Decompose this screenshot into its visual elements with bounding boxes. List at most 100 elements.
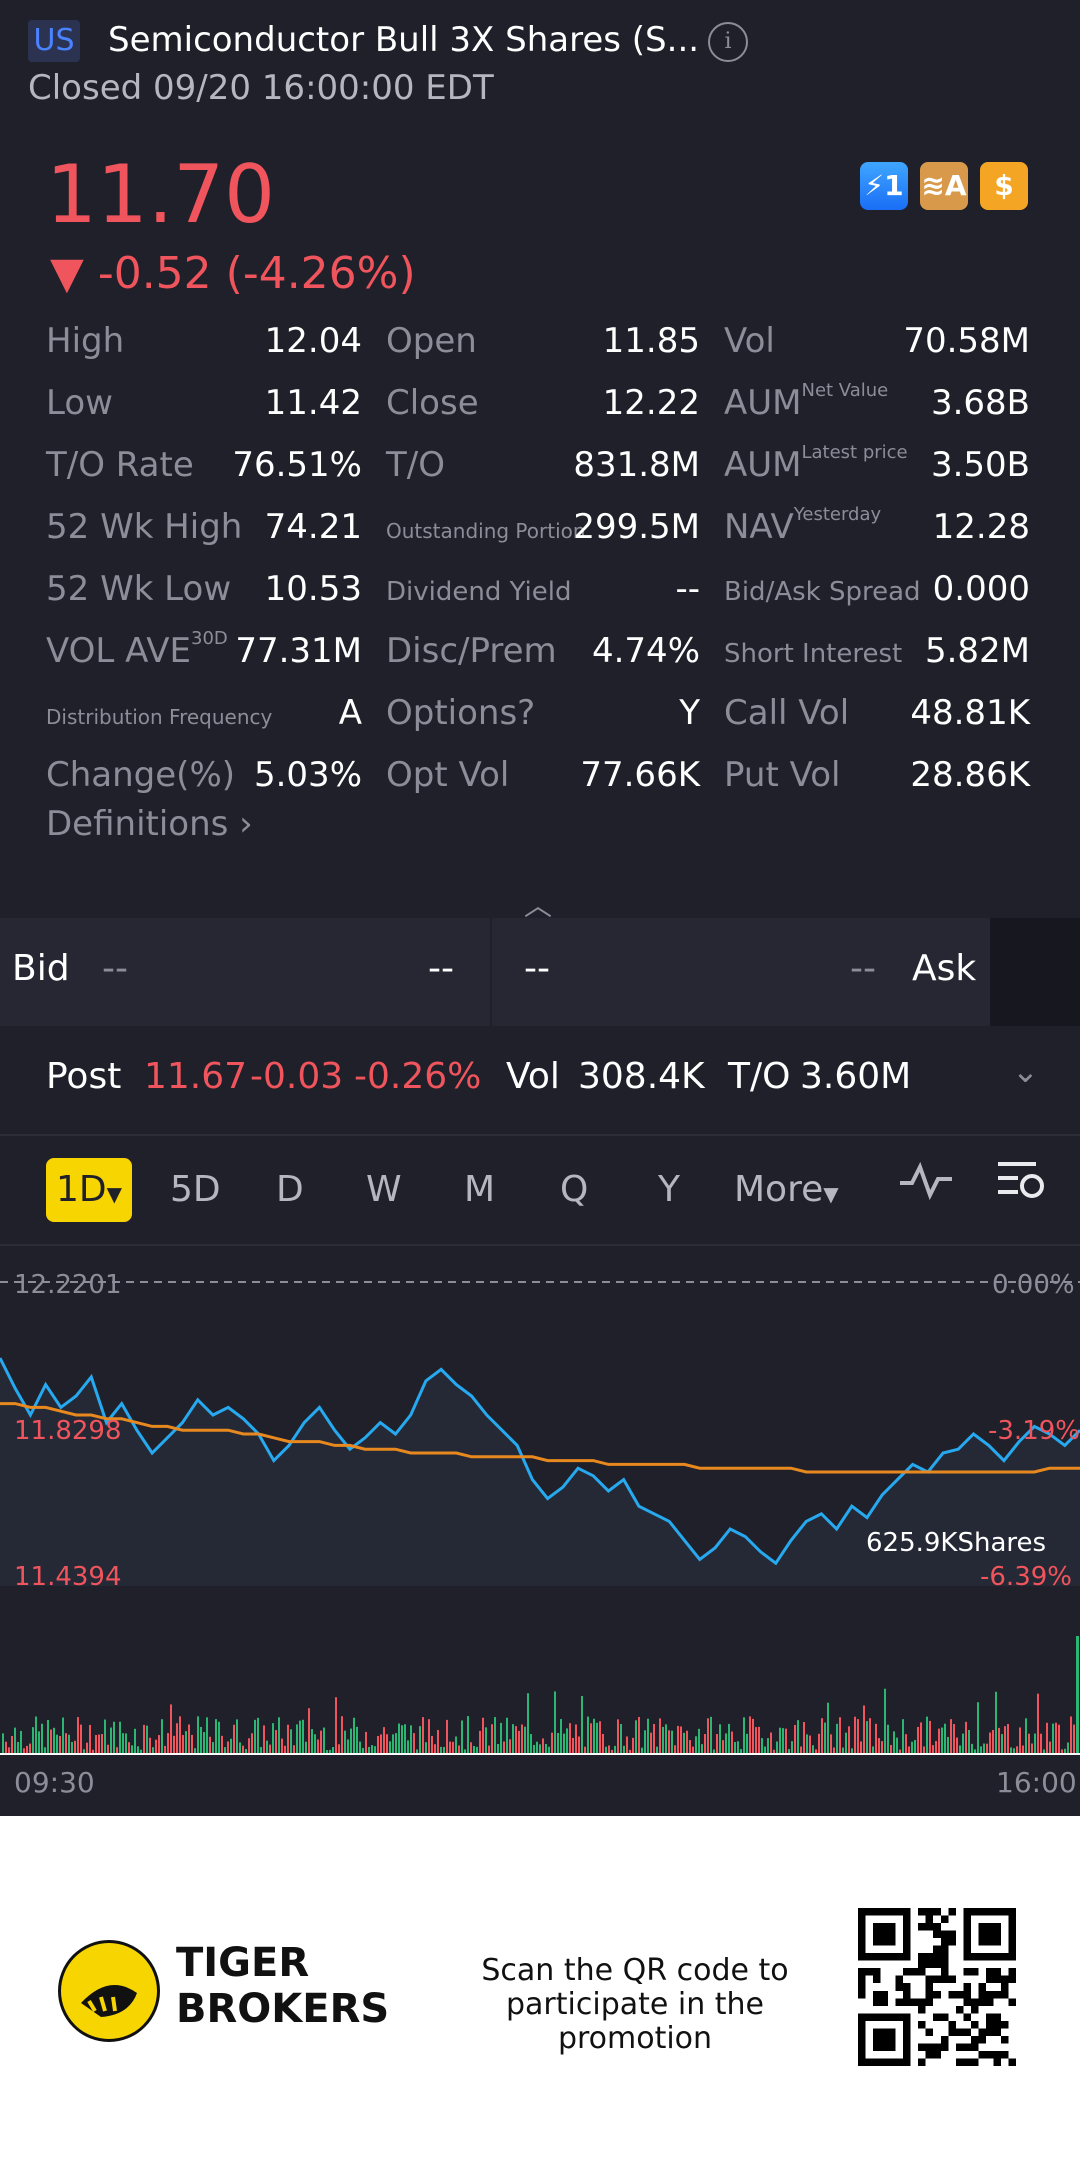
volume-bar: [464, 1749, 466, 1754]
volume-bar: [161, 1719, 163, 1754]
volume-bar: [1025, 1718, 1027, 1754]
volume-bar: [560, 1719, 562, 1754]
intraday-chart[interactable]: 12.2201 11.8298 11.4394 0.00% -3.19% -6.…: [0, 1246, 1080, 1816]
stat-value: 12.04: [264, 321, 362, 361]
stat-value: 10.53: [264, 569, 362, 609]
volume-bar: [269, 1744, 271, 1754]
stats-row: Low 11.42 Close 12.22 AUMNet Value 3.68B: [46, 372, 1030, 434]
volume-bar: [116, 1747, 118, 1754]
volume-bar: [74, 1740, 76, 1754]
volume-bar: [728, 1723, 730, 1754]
volume-bar: [221, 1735, 223, 1754]
volume-bar: [71, 1741, 73, 1754]
volume-bar: [89, 1724, 91, 1754]
volume-bar: [1013, 1748, 1015, 1754]
volume-bar: [644, 1730, 646, 1754]
volume-bar: [551, 1732, 553, 1754]
volume-bar: [449, 1741, 451, 1754]
tab-1d[interactable]: 1D▼: [46, 1158, 133, 1222]
indicator-icon[interactable]: [898, 1158, 954, 1222]
volume-bar: [923, 1746, 925, 1754]
tab-d[interactable]: D: [276, 1169, 304, 1210]
volume-bar: [665, 1724, 667, 1754]
volume-bar: [206, 1717, 208, 1754]
volume-bar: [365, 1731, 367, 1754]
volume-bar: [428, 1719, 430, 1754]
market-badge: US: [28, 20, 80, 62]
volume-bar: [842, 1747, 844, 1754]
dollar-icon[interactable]: $: [980, 162, 1028, 210]
tab-5d[interactable]: 5D: [170, 1169, 221, 1210]
volume-bar: [836, 1723, 838, 1754]
volume-bar: [62, 1717, 64, 1754]
stats-row: 52 Wk Low 10.53 Dividend Yield -- Bid/Ask Sp…: [46, 558, 1030, 620]
volume-bar: [944, 1723, 946, 1754]
qr-code: [858, 1908, 1016, 2066]
volume-bar: [239, 1742, 241, 1754]
stat-label: AUMNet Value: [724, 380, 889, 423]
volume-bar: [935, 1741, 937, 1754]
volume-bar: [716, 1734, 718, 1754]
volume-bar: [845, 1732, 847, 1754]
volume-bar: [11, 1736, 13, 1754]
info-icon[interactable]: i: [708, 22, 748, 62]
volume-bars: [2, 1636, 1079, 1754]
volume-bar: [254, 1719, 256, 1754]
tab-m[interactable]: M: [464, 1169, 496, 1210]
volume-bar: [209, 1736, 211, 1754]
intraday-chart-svg[interactable]: [0, 1246, 1080, 1816]
volume-bar: [620, 1724, 622, 1754]
volume-bar: [707, 1718, 709, 1754]
volume-bar: [281, 1738, 283, 1754]
volume-bar: [581, 1696, 583, 1754]
volume-bar: [635, 1720, 637, 1754]
volume-bar: [185, 1731, 187, 1754]
level1-icon[interactable]: ⚡1: [860, 162, 908, 210]
volume-bar: [869, 1718, 871, 1754]
volume-bar: [557, 1732, 559, 1754]
volume-bar: [956, 1737, 958, 1754]
volume-bar: [131, 1745, 133, 1754]
volume-bar: [872, 1746, 874, 1754]
volume-bar: [806, 1734, 808, 1754]
tab-more[interactable]: More▼: [734, 1169, 839, 1210]
volume-bar: [896, 1737, 898, 1754]
volume-bar: [446, 1719, 448, 1754]
definitions-label[interactable]: Definitions: [46, 804, 229, 844]
volume-bar: [308, 1708, 310, 1754]
tab-w[interactable]: W: [366, 1169, 402, 1210]
volume-bar: [503, 1741, 505, 1754]
post-market-row[interactable]: Post 11.67 -0.03 -0.26% Vol 308.4K T/O 3…: [0, 1026, 1080, 1136]
volume-bar: [563, 1733, 565, 1754]
volume-bar: [710, 1716, 712, 1754]
volume-bar: [629, 1749, 631, 1754]
definitions-link[interactable]: Definitions ›: [46, 804, 253, 844]
volume-bar: [758, 1726, 760, 1754]
post-to: 3.60M: [800, 1056, 912, 1097]
volume-bar: [725, 1733, 727, 1754]
volume-bar: [977, 1702, 979, 1754]
post-change: -0.03: [250, 1056, 344, 1097]
chart-settings-icon[interactable]: [996, 1158, 1046, 1222]
stat-label: Short Interest: [724, 639, 903, 669]
post-to-label: T/O: [728, 1056, 791, 1097]
chevron-down-icon[interactable]: ⌄: [1012, 1052, 1039, 1090]
stat-label: VOL AVE30D: [46, 628, 228, 671]
volume-bar: [26, 1745, 28, 1754]
volume-bar: [632, 1737, 634, 1754]
volume-bar: [56, 1734, 58, 1754]
tab-q[interactable]: Q: [560, 1169, 589, 1210]
volume-bar: [938, 1728, 940, 1754]
stat-value: Y: [679, 693, 700, 733]
volume-bar: [815, 1749, 817, 1754]
tab-y[interactable]: Y: [658, 1169, 680, 1210]
collapse-icon[interactable]: ︿: [524, 889, 553, 922]
price-change: ▼ -0.52 (-4.26%): [50, 248, 416, 299]
volume-bar: [383, 1727, 385, 1754]
volume-bar: [431, 1735, 433, 1754]
volume-bar: [761, 1738, 763, 1754]
volume-bar: [230, 1738, 232, 1754]
stack-icon[interactable]: ≋A: [920, 162, 968, 210]
volume-bar: [197, 1716, 199, 1754]
volume-bar: [752, 1718, 754, 1754]
